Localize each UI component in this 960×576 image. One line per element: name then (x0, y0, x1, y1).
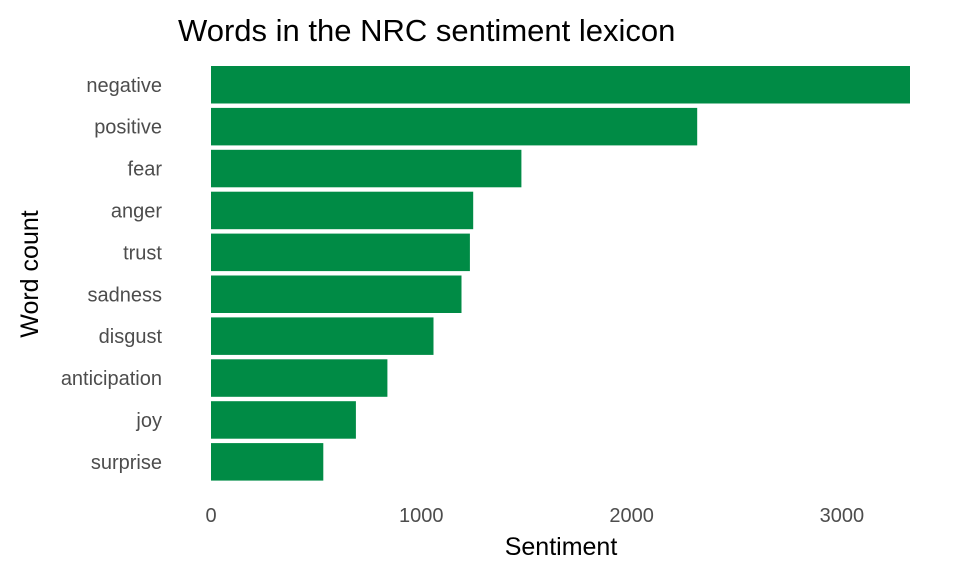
y-tick-label-joy: joy (135, 410, 162, 432)
y-tick-label-anticipation: anticipation (61, 368, 162, 390)
x-axis-title: Sentiment (505, 533, 618, 561)
y-tick-label-positive: positive (94, 117, 162, 139)
bar-disgust (211, 317, 434, 355)
y-tick-label-anger: anger (111, 200, 162, 222)
y-tick-label-trust: trust (123, 242, 162, 264)
x-tick-label-3000: 3000 (820, 505, 865, 527)
bar-anticipation (211, 359, 388, 397)
bar-trust (211, 233, 470, 272)
x-tick-label-0: 0 (205, 505, 216, 527)
bar-fear (211, 149, 522, 188)
y-tick-label-disgust: disgust (99, 326, 163, 348)
bar-anger (211, 191, 474, 230)
y-tick-labels: negative positive fear anger trust sadness dis… (61, 75, 163, 474)
bar-negative (211, 66, 910, 104)
y-axis-title: Word count (16, 210, 44, 337)
x-tick-labels: 0 1000 2000 3000 (205, 505, 864, 527)
bar-surprise (211, 443, 324, 481)
bars-group (211, 66, 910, 481)
y-tick-label-fear: fear (128, 159, 163, 181)
y-tick-label-negative: negative (86, 75, 162, 97)
chart-title: Words in the NRC sentiment lexicon (178, 13, 675, 48)
x-tick-label-2000: 2000 (609, 505, 654, 527)
bar-positive (211, 107, 698, 146)
bar-joy (211, 401, 356, 439)
y-tick-label-sadness: sadness (88, 284, 163, 306)
y-tick-label-surprise: surprise (91, 452, 162, 474)
bar-sadness (211, 275, 462, 313)
x-tick-label-1000: 1000 (399, 505, 444, 527)
